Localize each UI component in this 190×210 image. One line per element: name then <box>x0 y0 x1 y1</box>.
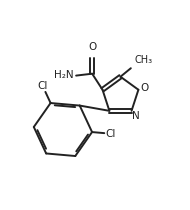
Text: Cl: Cl <box>38 81 48 91</box>
Text: N: N <box>131 111 139 121</box>
Text: O: O <box>88 42 96 52</box>
Text: Cl: Cl <box>105 129 116 139</box>
Text: O: O <box>141 83 149 93</box>
Text: H₂N: H₂N <box>54 70 73 80</box>
Text: CH₃: CH₃ <box>134 55 152 65</box>
